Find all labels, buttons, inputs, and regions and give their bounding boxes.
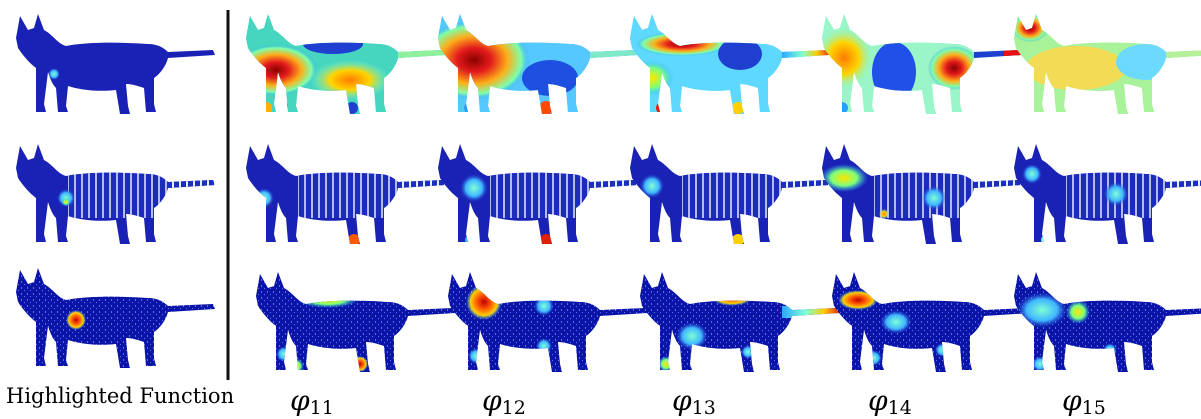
row2-phi15-cat bbox=[1014, 144, 1201, 244]
caption-phi-11: φ11 bbox=[290, 384, 334, 419]
highlight-cat-row1 bbox=[16, 14, 215, 114]
highlight-cat-row3 bbox=[16, 268, 215, 368]
row3-phi14-cat bbox=[832, 272, 1031, 372]
row1-phi12-cat bbox=[438, 14, 637, 114]
row1-phi13-cat bbox=[630, 14, 829, 114]
phi-symbol: φ bbox=[290, 384, 310, 417]
phi-index: 12 bbox=[501, 397, 526, 419]
phi-index: 13 bbox=[691, 397, 716, 419]
phi-index: 11 bbox=[309, 397, 334, 419]
row1-phi15-cat bbox=[1014, 14, 1201, 114]
row3-phi12-cat bbox=[448, 272, 647, 372]
row1-phi11-cat bbox=[246, 14, 445, 114]
phi-index: 15 bbox=[1081, 397, 1106, 419]
phi-symbol: φ bbox=[1062, 384, 1082, 417]
caption-phi-14: φ14 bbox=[868, 384, 912, 419]
phi-symbol: φ bbox=[482, 384, 502, 417]
row1-phi14-cat bbox=[822, 14, 1021, 114]
row2-phi11-cat bbox=[246, 144, 445, 244]
phi-symbol: φ bbox=[672, 384, 692, 417]
row2-phi12-cat bbox=[438, 144, 637, 244]
caption-phi-12: φ12 bbox=[482, 384, 526, 419]
highlight-cat-row2 bbox=[16, 144, 215, 244]
row3-phi11-cat bbox=[256, 272, 455, 372]
phi-index: 14 bbox=[887, 397, 912, 419]
caption-phi-13: φ13 bbox=[672, 384, 716, 419]
row3-phi15-cat bbox=[1014, 272, 1201, 372]
phi-symbol: φ bbox=[868, 384, 888, 417]
row2-phi13-cat bbox=[630, 144, 829, 244]
row2-phi14-cat bbox=[822, 144, 1021, 244]
row3-phi13-cat bbox=[640, 272, 839, 372]
caption-phi-15: φ15 bbox=[1062, 384, 1106, 419]
highlighted-function-caption: Highlighted Function bbox=[6, 384, 235, 408]
